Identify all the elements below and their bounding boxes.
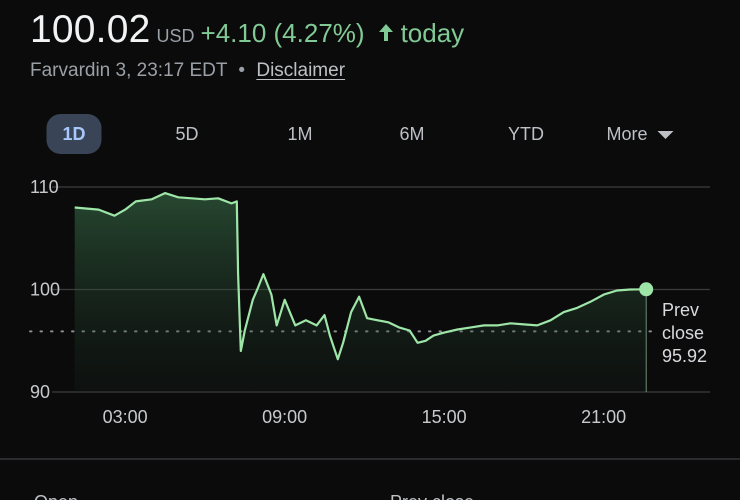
quote-header: 100.02 USD +4.10 (4.27%) today — [30, 8, 464, 52]
x-tick-label: 21:00 — [581, 407, 626, 427]
tab-label: YTD — [508, 124, 544, 144]
stats-peek: Open Prev close — [0, 460, 740, 500]
prev-close-label-line2: close — [662, 323, 704, 343]
tab-1m[interactable]: 1M — [287, 114, 312, 154]
y-tick-label: 90 — [30, 382, 50, 402]
tab-ytd[interactable]: YTD — [508, 114, 544, 154]
tab-5d[interactable]: 5D — [175, 114, 198, 154]
stat-label-prev-close: Prev close — [390, 492, 474, 500]
tab-label: 1D — [62, 124, 86, 144]
x-tick-label: 09:00 — [262, 407, 307, 427]
x-axis: 03:00 09:00 15:00 21:00 — [103, 407, 627, 427]
dropdown-caret-icon — [657, 131, 674, 140]
chart-area — [74, 193, 647, 392]
y-axis: 110 100 90 — [30, 177, 60, 402]
tab-more[interactable]: More — [606, 114, 674, 154]
time-range-tabs: 1D 5D 1M 6M YTD More — [0, 114, 740, 156]
price-area-fill — [74, 193, 647, 392]
separator-dot: • — [238, 60, 246, 81]
tab-1d[interactable]: 1D — [46, 114, 102, 154]
current-point — [639, 282, 654, 297]
tab-label: 6M — [399, 124, 425, 144]
arrow-up-icon — [378, 24, 393, 41]
currency-label: USD — [156, 26, 195, 46]
tab-label: 5D — [175, 124, 199, 144]
tab-6m[interactable]: 6M — [399, 114, 424, 154]
section-divider — [0, 458, 740, 460]
x-tick-label: 03:00 — [103, 407, 148, 427]
price-chart[interactable]: 110 100 90 03:00 09:00 15:00 21:00 Prev close 9… — [0, 170, 740, 440]
disclaimer-link[interactable]: Disclaimer — [256, 60, 346, 81]
stat-label-open: Open — [34, 492, 78, 500]
price-change: +4.10 (4.27%) — [200, 18, 365, 48]
prev-close-label-line1: Prev — [662, 300, 699, 320]
current-price: 100.02 — [30, 8, 151, 51]
y-tick-label: 100 — [30, 280, 60, 300]
price-line — [74, 192, 647, 361]
tab-label: More — [606, 124, 648, 144]
tab-label: 1M — [287, 124, 313, 144]
y-tick-label: 110 — [30, 177, 59, 197]
quote-subheader: Farvardin 3, 23:17 EDT • Disclaimer — [30, 60, 345, 82]
x-tick-label: 15:00 — [422, 407, 467, 427]
quote-timestamp: Farvardin 3, 23:17 EDT — [30, 60, 228, 81]
prev-close-label: Prev close 95.92 — [662, 300, 707, 366]
change-period: today — [400, 18, 465, 48]
prev-close-value: 95.92 — [662, 346, 707, 366]
chart-series — [74, 192, 654, 392]
